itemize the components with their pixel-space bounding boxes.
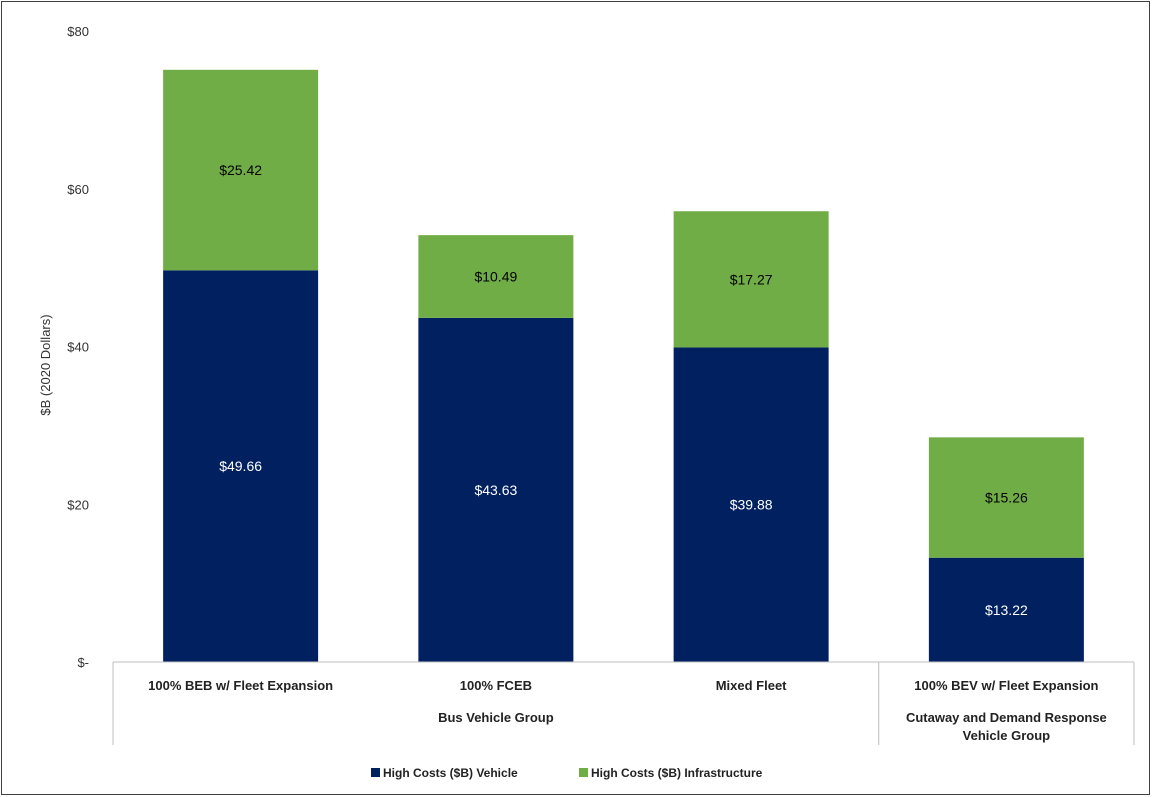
legend-label: High Costs ($B) Infrastructure	[591, 766, 763, 780]
data-label: $43.63	[474, 482, 517, 498]
category-axis: 100% BEB w/ Fleet Expansion 100% FCEB Mixe…	[112, 661, 1135, 745]
data-label: $13.22	[985, 602, 1028, 618]
bar-segment	[418, 317, 574, 662]
category-label: 100% FCEB	[460, 678, 532, 693]
legend-label: High Costs ($B) Vehicle	[383, 766, 518, 780]
bar-segment	[418, 235, 574, 318]
bar-segment	[163, 69, 319, 271]
bar-segment	[673, 211, 829, 348]
y-tick-label: $40	[67, 340, 89, 355]
group-label: Bus Vehicle Group	[438, 710, 554, 725]
data-label: $17.27	[730, 271, 773, 287]
bar-segment	[163, 270, 319, 662]
data-label: $39.88	[730, 497, 773, 513]
bar-segment	[928, 557, 1084, 662]
category-label: Mixed Fleet	[716, 678, 787, 693]
data-labels: $49.66 $25.42 $43.63 $10.49 $39.88 $17.27 $13.…	[219, 162, 1028, 618]
category-label: 100% BEV w/ Fleet Expansion	[914, 678, 1098, 693]
y-tick-label: $80	[67, 24, 89, 39]
y-tick-label: $60	[67, 182, 89, 197]
bars	[163, 69, 1084, 662]
group-label-line: Cutaway and Demand Response	[906, 710, 1107, 725]
data-label: $49.66	[219, 458, 262, 474]
legend: High Costs ($B) Vehicle High Costs ($B) I…	[371, 766, 763, 780]
y-axis-title: $B (2020 Dollars)	[38, 314, 53, 415]
data-label: $15.26	[985, 490, 1028, 506]
y-tick-label: $20	[67, 497, 89, 512]
legend-swatch	[371, 768, 380, 777]
y-tick-label: $-	[77, 655, 89, 670]
legend-swatch	[579, 768, 588, 777]
bar-segment	[928, 437, 1084, 558]
category-label: 100% BEB w/ Fleet Expansion	[148, 678, 333, 693]
bar-segment	[673, 347, 829, 662]
group-label-line: Vehicle Group	[963, 728, 1050, 743]
group-label: Cutaway and Demand Response Vehicle Group	[906, 710, 1107, 743]
group-label-line: Bus Vehicle Group	[438, 710, 554, 725]
data-label: $25.42	[219, 162, 262, 178]
data-label: $10.49	[474, 268, 517, 284]
y-axis-ticks: $- $20 $40 $60 $80	[67, 24, 89, 670]
